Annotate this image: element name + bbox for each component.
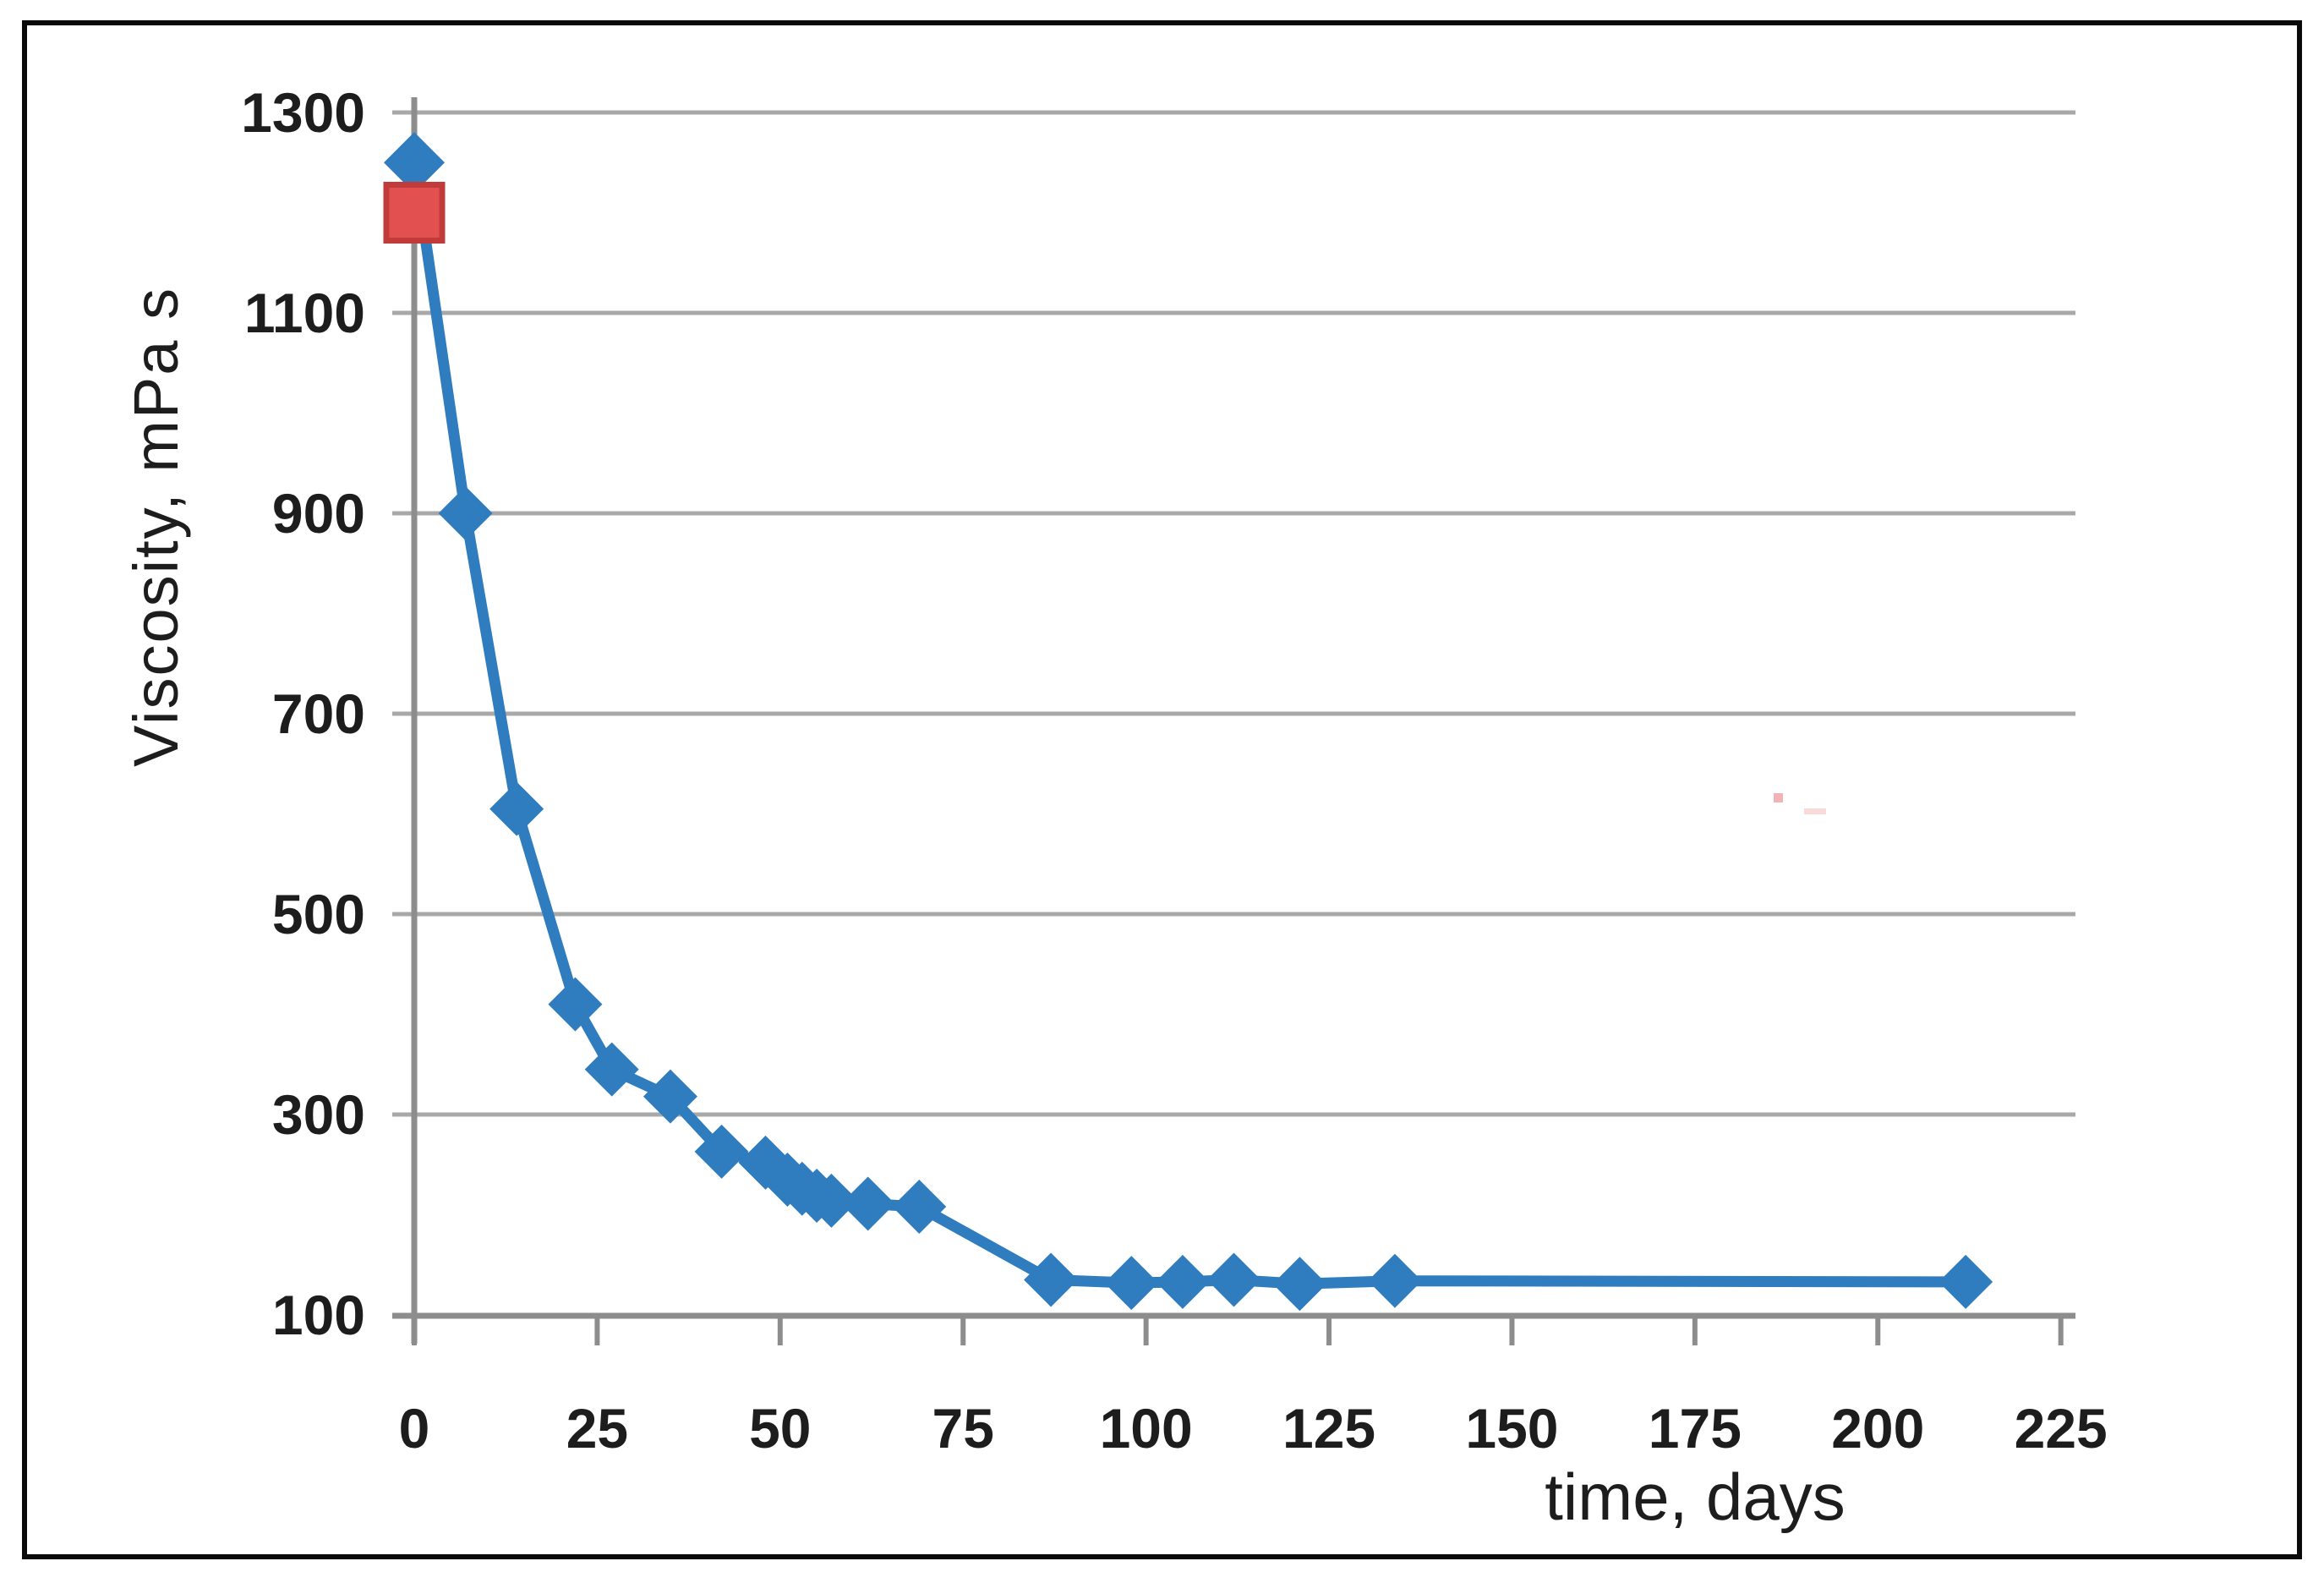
viscosity-point-marker bbox=[1155, 1254, 1210, 1309]
viscosity-point-marker bbox=[1367, 1253, 1422, 1308]
viscosity-point-marker bbox=[548, 977, 603, 1032]
y-tick-label: 100 bbox=[272, 1284, 365, 1346]
x-tick-label: 75 bbox=[932, 1397, 994, 1460]
viscosity-point-marker bbox=[694, 1124, 749, 1179]
viscosity-point-marker bbox=[1024, 1252, 1079, 1307]
x-tick-label: 100 bbox=[1100, 1397, 1193, 1460]
x-tick-label: 175 bbox=[1649, 1397, 1742, 1460]
x-tick-label: 150 bbox=[1465, 1397, 1558, 1460]
y-tick-label: 1300 bbox=[241, 81, 365, 144]
jpeg-artifact-speck bbox=[1774, 793, 1783, 802]
x-tick-label: 0 bbox=[399, 1397, 430, 1460]
y-tick-label: 500 bbox=[272, 883, 365, 945]
y-tick-label: 700 bbox=[272, 682, 365, 745]
viscosity-point-marker bbox=[489, 781, 544, 836]
viscosity-point-marker bbox=[1272, 1257, 1327, 1312]
chart-outer-frame bbox=[22, 20, 2302, 1559]
x-tick-label: 225 bbox=[2015, 1397, 2108, 1460]
initial-point-marker bbox=[383, 182, 446, 244]
viscosity-point-marker bbox=[840, 1176, 895, 1231]
viscosity-point-marker bbox=[804, 1173, 859, 1228]
jpeg-artifact-speck bbox=[1804, 808, 1826, 814]
y-tick-label: 900 bbox=[272, 482, 365, 545]
x-axis-title: time, days bbox=[1545, 1460, 1846, 1534]
x-tick-label: 25 bbox=[566, 1397, 628, 1460]
viscosity-point-marker bbox=[1104, 1256, 1159, 1311]
viscosity-point-marker bbox=[438, 486, 493, 540]
x-tick-label: 50 bbox=[749, 1397, 811, 1460]
y-tick-label: 1100 bbox=[244, 282, 365, 344]
y-tick-label: 300 bbox=[272, 1083, 365, 1146]
y-axis-title: Viscosity, mPa s bbox=[121, 287, 191, 767]
viscosity-point-marker bbox=[584, 1042, 639, 1097]
viscosity-point-marker bbox=[1206, 1252, 1261, 1307]
x-tick-label: 125 bbox=[1282, 1397, 1375, 1460]
viscosity-point-marker bbox=[384, 132, 445, 194]
viscosity-point-marker bbox=[1938, 1254, 1993, 1309]
viscosity-point-marker bbox=[643, 1069, 697, 1124]
x-tick-label: 200 bbox=[1831, 1397, 1924, 1460]
viscosity-point-marker bbox=[892, 1180, 947, 1235]
